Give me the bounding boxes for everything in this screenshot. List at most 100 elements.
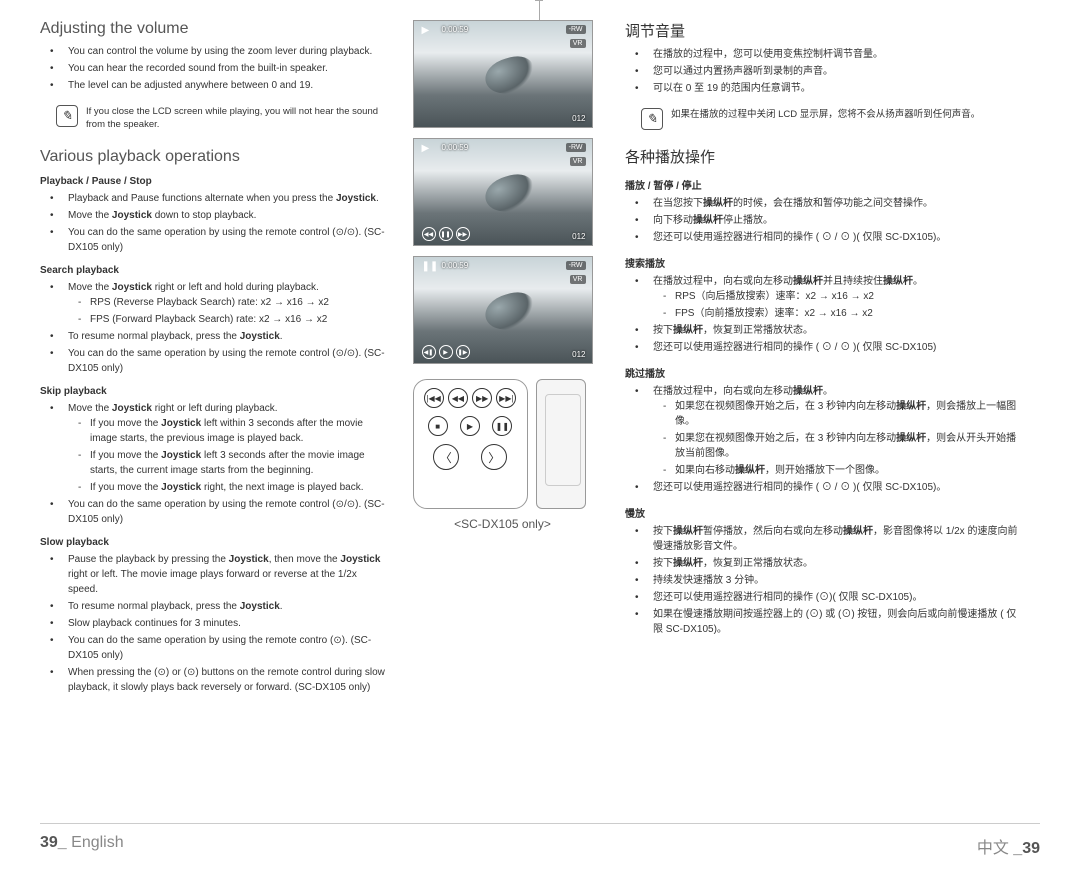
note-text: 如果在播放的过程中关闭 LCD 显示屏，您将不会从扬声器听到任何声音。 bbox=[671, 108, 980, 121]
mid-column: ▶ 0:00:59 -RW VR 012 ▶ 0:00:59 -RW VR 01… bbox=[400, 20, 605, 810]
vr-badge: VR bbox=[570, 275, 586, 284]
remote-buttons: |◀◀ ◀◀ ▶▶ ▶▶| ■ ▶ ❚❚ 〈 〉 bbox=[413, 379, 528, 509]
search-list: Move the Joystick right or left and hold… bbox=[40, 280, 385, 376]
slow-heading-cn: 慢放 bbox=[625, 505, 1020, 520]
bullet: Slow playback continues for 3 minutes. bbox=[58, 616, 385, 631]
dash: If you move the Joystick left within 3 s… bbox=[82, 416, 385, 446]
dash: FPS（向前播放搜索）速率：x2 → x16 → x2 bbox=[667, 306, 1020, 321]
note-icon: ✎ bbox=[641, 108, 663, 130]
dash: RPS (Reverse Playback Search) rate: x2 →… bbox=[82, 295, 385, 310]
count: 012 bbox=[572, 350, 585, 359]
bullet: To resume normal playback, press the Joy… bbox=[58, 329, 385, 344]
count: 012 bbox=[572, 232, 585, 241]
bullet: 在当您按下操纵杆的时候，会在播放和暂停功能之间交替操作。 bbox=[643, 196, 1020, 211]
bullet: Move the Joystick down to stop playback. bbox=[58, 208, 385, 223]
bullet: Pause the playback by pressing the Joyst… bbox=[58, 552, 385, 597]
ops-title: Various playback operations bbox=[40, 148, 385, 166]
pause-icon: ❚❚ bbox=[422, 261, 439, 272]
rew-icon: ◀◀ bbox=[422, 227, 436, 241]
remote-label: <SC-DX105 only> bbox=[454, 517, 551, 531]
dash: 如果您在视频图像开始之后，在 3 秒钟内向左移动操纵杆，则会播放上一幅图像。 bbox=[667, 399, 1020, 429]
pps-list: Playback and Pause functions alternate w… bbox=[40, 191, 385, 255]
footer-left: 39_ English bbox=[40, 834, 124, 858]
bullet: 您还可以使用遥控器进行相同的操作 ( ⊙ / ⊙ )( 仅限 SC-DX105)… bbox=[643, 230, 1020, 245]
timecode: 0:00:59 bbox=[442, 261, 469, 270]
pps-heading-cn: 播放 / 暂停 / 停止 bbox=[625, 177, 1020, 192]
adjust-volume-title: Adjusting the volume bbox=[40, 20, 385, 38]
bullet: 在播放的过程中，您可以使用变焦控制杆调节音量。 bbox=[643, 47, 1020, 62]
pps-heading: Playback / Pause / Stop bbox=[40, 176, 385, 187]
footer-right: 中文 _39 bbox=[977, 834, 1040, 858]
pause-icon: ❚❚ bbox=[492, 416, 512, 436]
remote-box: |◀◀ ◀◀ ▶▶ ▶▶| ■ ▶ ❚❚ 〈 〉 bbox=[413, 379, 593, 509]
disc-badge: -RW bbox=[566, 261, 586, 270]
timecode: 0:00:59 bbox=[442, 143, 469, 152]
play-icon: ▶ bbox=[422, 25, 430, 36]
disc-badge: -RW bbox=[566, 25, 586, 34]
bullet: Move the Joystick right or left and hold… bbox=[58, 280, 385, 327]
skip-back-icon: |◀◀ bbox=[424, 388, 444, 408]
thumb-controls: ◀❚ ▶ ❚▶ bbox=[422, 345, 470, 359]
bullet: 您还可以使用遥控器进行相同的操作 ( ⊙ / ⊙ )( 仅限 SC-DX105)… bbox=[643, 480, 1020, 495]
bullet: You can do the same operation by using t… bbox=[58, 225, 385, 255]
count: 012 bbox=[572, 114, 585, 123]
thumb-2: ▶ 0:00:59 -RW VR 012 ◀◀ ❚❚ ▶▶ bbox=[413, 138, 593, 246]
bullet: 按下操纵杆，恢复到正常播放状态。 bbox=[643, 323, 1020, 338]
dolphin-icon bbox=[481, 52, 538, 99]
slow-fwd-icon: 〉 bbox=[481, 444, 507, 470]
adjust-bullets-cn: 在播放的过程中，您可以使用变焦控制杆调节音量。 您可以通过内置扬声器听到录制的声… bbox=[625, 47, 1020, 96]
play-icon: ▶ bbox=[460, 416, 480, 436]
bullet: 如果在慢速播放期间按遥控器上的 (⊙) 或 (⊙) 按钮，则会向后或向前慢速播放… bbox=[643, 607, 1020, 637]
slow-list: Pause the playback by pressing the Joyst… bbox=[40, 552, 385, 695]
adjust-volume-title-cn: 调节音量 bbox=[625, 20, 1020, 41]
bullet: To resume normal playback, press the Joy… bbox=[58, 599, 385, 614]
slow-list-cn: 按下操纵杆暂停播放，然后向右或向左移动操纵杆，影音图像将以 1/2x 的速度向前… bbox=[625, 524, 1020, 637]
search-heading: Search playback bbox=[40, 265, 385, 276]
bullet: Playback and Pause functions alternate w… bbox=[58, 191, 385, 206]
bullet: 您可以通过内置扬声器听到录制的声音。 bbox=[643, 64, 1020, 79]
timecode: 0:00:59 bbox=[442, 25, 469, 34]
skip-list: Move the Joystick right or left during p… bbox=[40, 401, 385, 527]
thumb-3: ❚❚ 0:00:59 -RW VR 012 ◀❚ ▶ ❚▶ bbox=[413, 256, 593, 364]
dash: If you move the Joystick right, the next… bbox=[82, 480, 385, 495]
bullet: 按下操纵杆暂停播放，然后向右或向左移动操纵杆，影音图像将以 1/2x 的速度向前… bbox=[643, 524, 1020, 554]
bullet: 持续发快速播放 3 分钟。 bbox=[643, 573, 1020, 588]
dolphin-icon bbox=[481, 288, 538, 335]
bullet: 在播放过程中，向右或向左移动操纵杆。 如果您在视频图像开始之后，在 3 秒钟内向… bbox=[643, 384, 1020, 478]
bullet: 您还可以使用遥控器进行相同的操作 (⊙)( 仅限 SC-DX105)。 bbox=[643, 590, 1020, 605]
bullet: Move the Joystick right or left during p… bbox=[58, 401, 385, 495]
adjust-bullets: You can control the volume by using the … bbox=[40, 44, 385, 93]
slow-heading: Slow playback bbox=[40, 537, 385, 548]
bullet: 按下操纵杆，恢复到正常播放状态。 bbox=[643, 556, 1020, 571]
search-heading-cn: 搜索播放 bbox=[625, 255, 1020, 270]
slow-back-icon: 〈 bbox=[433, 444, 459, 470]
bullet: You can do the same operation by using t… bbox=[58, 497, 385, 527]
bullet: 可以在 0 至 19 的范围内任意调节。 bbox=[643, 81, 1020, 96]
skip-heading: Skip playback bbox=[40, 386, 385, 397]
search-list-cn: 在播放过程中，向右或向左移动操纵杆并且持续按住操纵杆。 RPS（向后播放搜索）速… bbox=[625, 274, 1020, 355]
dolphin-icon bbox=[481, 170, 538, 217]
bullet: You can do the same operation by using t… bbox=[58, 633, 385, 663]
footer: 39_ English 中文 _39 bbox=[40, 823, 1040, 858]
bullet: 向下移动操纵杆停止播放。 bbox=[643, 213, 1020, 228]
note-box: ✎ If you close the LCD screen while play… bbox=[56, 105, 385, 132]
bullet: When pressing the (⊙) or (⊙) buttons on … bbox=[58, 665, 385, 695]
right-column: 调节音量 在播放的过程中，您可以使用变焦控制杆调节音量。 您可以通过内置扬声器听… bbox=[605, 20, 1020, 810]
dash: FPS (Forward Playback Search) rate: x2 →… bbox=[82, 312, 385, 327]
dash: RPS（向后播放搜索）速率：x2 → x16 → x2 bbox=[667, 289, 1020, 304]
skip-fwd-icon: ▶▶| bbox=[496, 388, 516, 408]
play-icon: ▶ bbox=[422, 143, 430, 154]
remote-device-icon bbox=[536, 379, 586, 509]
bullet: 在播放过程中，向右或向左移动操纵杆并且持续按住操纵杆。 RPS（向后播放搜索）速… bbox=[643, 274, 1020, 321]
bullet: You can hear the recorded sound from the… bbox=[58, 61, 385, 76]
stop-icon: ■ bbox=[428, 416, 448, 436]
skip-list-cn: 在播放过程中，向右或向左移动操纵杆。 如果您在视频图像开始之后，在 3 秒钟内向… bbox=[625, 384, 1020, 495]
play-icon: ▶ bbox=[439, 345, 453, 359]
dash: 如果向右移动操纵杆，则开始播放下一个图像。 bbox=[667, 463, 1020, 478]
ff-icon: ▶▶ bbox=[472, 388, 492, 408]
step-fwd-icon: ❚▶ bbox=[456, 345, 470, 359]
pps-list-cn: 在当您按下操纵杆的时候，会在播放和暂停功能之间交替操作。 向下移动操纵杆停止播放… bbox=[625, 196, 1020, 245]
vr-badge: VR bbox=[570, 39, 586, 48]
bullet: You can control the volume by using the … bbox=[58, 44, 385, 59]
ops-title-cn: 各种播放操作 bbox=[625, 146, 1020, 167]
